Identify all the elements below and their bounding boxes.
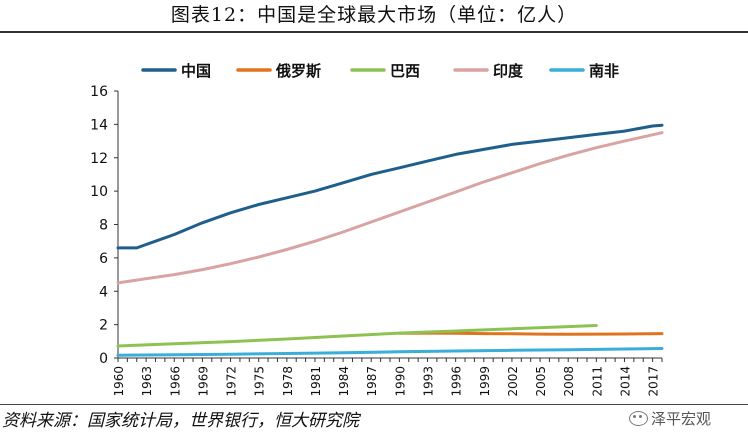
watermark: 泽平宏观: [629, 408, 711, 429]
wechat-icon: [629, 411, 648, 426]
series-line-3: [116, 131, 664, 285]
x-tick-label: 1999: [478, 366, 492, 397]
x-axis: 1960 1963 1966 1969 1972 1975 1978 1981 1984 1987…: [112, 357, 663, 397]
legend-label-0: 中国: [181, 62, 211, 80]
x-tick-label: 1972: [225, 366, 239, 397]
x-tick-label: 1996: [450, 366, 464, 397]
y-tick-label: 4: [99, 284, 108, 300]
source-note: 资料来源：国家统计局，世界银行，恒大研究院: [2, 411, 359, 431]
x-tick-label: 1969: [196, 366, 210, 397]
x-tick-label: 1984: [337, 366, 351, 397]
x-tick-label: 1981: [309, 366, 323, 397]
legend-label-4: 南非: [589, 62, 619, 80]
watermark-label: 泽平宏观: [651, 410, 712, 428]
legend-label-2: 巴西: [390, 62, 420, 80]
x-tick-label: 1993: [422, 366, 436, 397]
series-line-1: [397, 331, 664, 336]
y-tick-label: 2: [99, 318, 108, 334]
y-tick-label: 12: [90, 151, 108, 167]
x-tick-label: 1960: [112, 366, 126, 397]
x-tick-label: 2005: [534, 366, 548, 397]
source-divider: [0, 404, 748, 405]
x-tick-label: 1990: [393, 366, 407, 397]
y-axis: 0 2 4 6 8 10 12 14 16: [90, 84, 119, 367]
y-tick-label: 14: [90, 117, 108, 133]
x-tick-label: 2002: [506, 366, 520, 397]
legend-label-3: 印度: [493, 62, 524, 80]
x-tick-label: 1978: [281, 366, 295, 397]
series-line-0: [116, 123, 664, 250]
y-tick-label: 16: [90, 84, 108, 100]
x-tick-label: 2008: [562, 366, 576, 397]
x-tick-label: 2017: [647, 366, 661, 397]
x-tick-label: 2011: [590, 366, 604, 397]
legend: 中国 俄罗斯 巴西 印度 南非: [141, 62, 619, 80]
y-tick-label: 10: [90, 184, 108, 200]
series-line-2: [116, 324, 598, 348]
plot-area: [116, 123, 664, 357]
y-tick-label: 8: [99, 218, 108, 234]
x-tick-label: 1966: [168, 366, 182, 397]
x-tick-label: 2014: [618, 366, 632, 397]
x-tick-label: 1987: [365, 366, 379, 397]
legend-label-1: 俄罗斯: [275, 62, 321, 80]
x-tick-label: 1975: [253, 366, 267, 397]
x-tick-label: 1963: [140, 366, 154, 397]
y-tick-label: 0: [99, 351, 108, 367]
y-tick-label: 6: [99, 251, 108, 267]
chart-title: 图表12：中国是全球最大市场（单位：亿人）: [170, 4, 578, 26]
series-line-4: [116, 347, 664, 357]
title-divider: [0, 31, 748, 33]
